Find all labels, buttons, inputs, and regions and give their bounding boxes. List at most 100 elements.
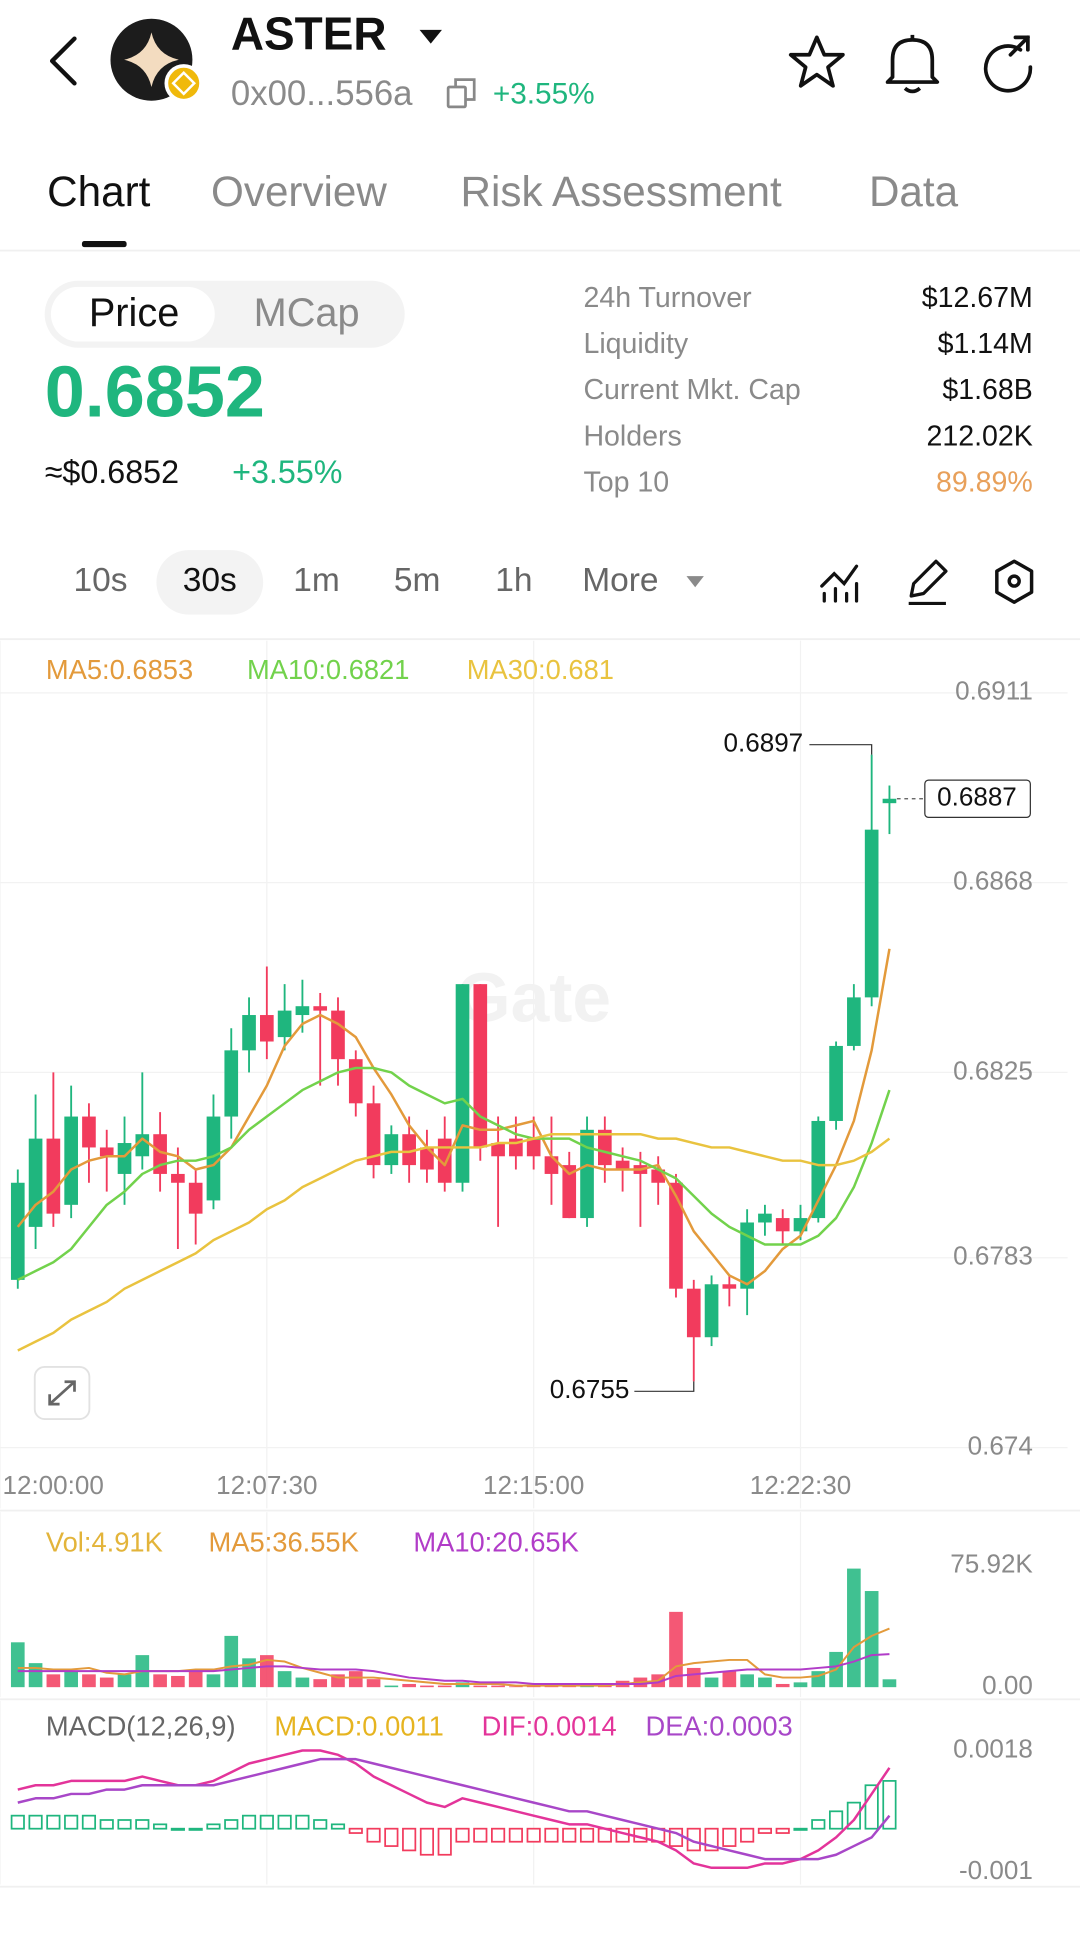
candle-body [348,1059,363,1104]
macd-line [17,1757,891,1861]
tab[interactable]: Risk Assessment [461,168,782,215]
legend-entry: MA30:0.681 [467,654,614,685]
volume-bar [491,1685,505,1688]
macd-bar [259,1814,274,1830]
volume-bar [473,1685,488,1688]
interval[interactable]: More [582,562,658,599]
candle-body [775,1218,790,1232]
favorite-button[interactable] [788,35,845,88]
more-dropdown[interactable] [686,576,704,588]
share-button[interactable] [983,35,1033,93]
token-change: +3.55% [493,78,595,111]
interval[interactable]: 1h [495,562,532,599]
macd-bar [99,1819,114,1830]
y-tick-label: -0.001 [959,1855,1033,1885]
toggle-option[interactable]: Price [89,291,179,335]
volume-bar [775,1683,790,1688]
stat-label: Current Mkt. Cap [583,374,800,406]
legend-entry: DEA:0.0003 [646,1710,793,1741]
macd-bar [864,1784,879,1830]
legend-entry: MA5:36.55K [209,1527,359,1558]
candle-body [455,984,470,1183]
volume-bar [437,1685,452,1688]
candle-body [669,1182,683,1289]
volume-bar [260,1655,274,1688]
interval[interactable]: 1m [293,562,340,599]
volume-bar [99,1677,114,1688]
back-button[interactable] [49,36,77,86]
volume-bar [686,1667,701,1688]
macd-bar [313,1819,328,1830]
macd-bar [508,1827,523,1843]
ma-line [16,948,891,1286]
settings-button[interactable] [995,559,1034,604]
interval[interactable]: 10s [74,562,128,599]
y-tick-label: 0.00 [982,1670,1033,1700]
volume-bar [153,1674,167,1688]
x-tick-label: 12:00:00 [2,1470,103,1500]
draw-button[interactable] [908,559,948,606]
candle-body [829,1045,843,1121]
macd-bar [206,1823,221,1830]
candle-body [331,1010,345,1060]
divider [0,1698,1080,1701]
price: 0.6852 [45,352,265,432]
volume-bar [224,1635,239,1688]
copy-icon[interactable] [446,78,476,109]
candle-body [117,1143,132,1174]
ma-line [17,1066,891,1281]
volume-ma-line [17,1653,890,1685]
stat-value: 89.89% [936,467,1033,499]
indicator-button[interactable] [820,564,859,603]
volume-bar [847,1568,861,1688]
divider [0,1509,1080,1512]
macd-bar [882,1780,897,1830]
last-price-box [924,779,1031,818]
candle-body [740,1222,754,1289]
macd-line [17,1749,891,1870]
volume-bar [384,1685,399,1688]
tab[interactable]: Data [869,168,959,215]
macd-bar [10,1814,25,1830]
volume-bar [28,1663,43,1688]
volume-bar [366,1679,381,1688]
macd-bar [277,1814,292,1830]
y-tick-label: 0.6825 [953,1055,1033,1085]
stats: 24h Turnover $12.67M Liquidity $1.14M Curren… [583,282,1032,499]
macd-bar [491,1827,506,1843]
x-tick-label: 12:22:30 [750,1470,851,1500]
expand-button[interactable] [33,1365,91,1420]
toggle-option[interactable]: MCap [254,291,360,335]
divider [0,638,1080,641]
candle-body [99,1147,114,1157]
candle-body [46,1138,61,1214]
stat-value: $1.14M [938,328,1033,360]
alert-button[interactable] [885,34,940,94]
candle-body [758,1213,772,1223]
macd-bar [384,1827,399,1847]
candle-body [420,1147,434,1170]
y-tick-label: 0.6868 [953,866,1033,896]
tab[interactable]: Overview [211,168,387,215]
volume-bar [722,1671,737,1688]
candle-body [847,997,861,1046]
interval[interactable]: 30s [183,562,237,599]
candle-body [882,798,897,804]
symbol-dropdown[interactable] [419,29,442,44]
legend-entry: DIF:0.0014 [482,1710,617,1741]
y-tick-label: 0.0018 [953,1733,1033,1763]
x-tick-label: 12:15:00 [483,1470,584,1500]
x-tick-label: 12:07:30 [216,1470,317,1500]
macd-bar [829,1810,844,1830]
low-label: 0.6755 [550,1374,630,1404]
macd-bar [135,1819,150,1830]
volume-bar [171,1675,185,1688]
volume-bar [295,1677,310,1688]
low-marker [634,1381,695,1392]
price-change: +3.55% [232,454,342,490]
stat-label: 24h Turnover [583,282,752,314]
volume-bar [882,1679,897,1688]
tab[interactable]: Chart [47,168,150,215]
interval[interactable]: 5m [394,562,441,599]
